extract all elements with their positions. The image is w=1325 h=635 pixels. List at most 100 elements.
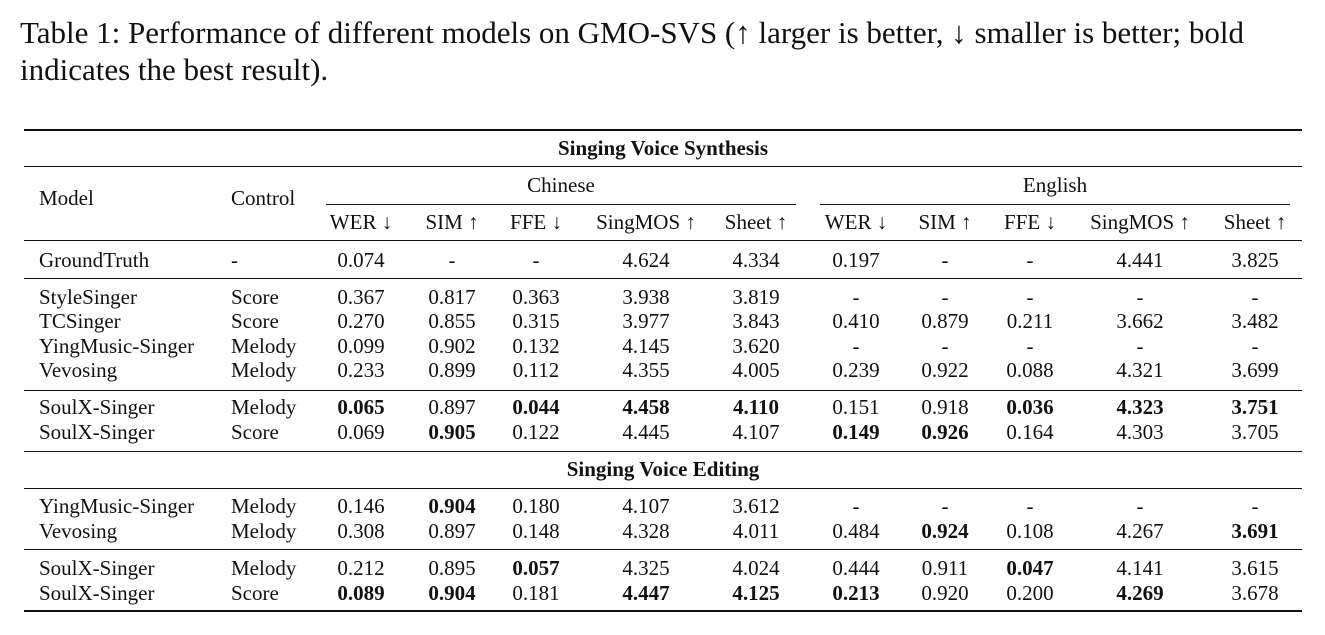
header-control: Control — [231, 186, 296, 210]
group-rule — [24, 549, 1302, 550]
row-value: 4.445 — [622, 420, 670, 444]
row-value: 0.904 — [428, 581, 476, 605]
header-metric: SingMOS ↑ — [596, 210, 696, 234]
row-value: 3.751 — [1231, 395, 1279, 419]
row-value: 0.911 — [921, 556, 969, 580]
row-control: Melody — [231, 556, 297, 580]
row-value: 0.036 — [1006, 395, 1054, 419]
row-value: 4.355 — [622, 358, 670, 382]
header-metric: FFE ↓ — [510, 210, 562, 234]
row-value: 0.879 — [921, 309, 969, 333]
row-value: 0.905 — [428, 420, 476, 444]
row-value: 0.074 — [337, 248, 385, 272]
row-value: 0.151 — [832, 395, 880, 419]
row-value: - — [852, 334, 860, 358]
row-model: TCSinger — [39, 309, 121, 333]
row-model: StyleSinger — [39, 285, 137, 309]
row-value: - — [1251, 285, 1259, 309]
row-value: 0.922 — [921, 358, 969, 382]
row-value: 4.110 — [732, 395, 780, 419]
header-metric: Sheet ↑ — [1223, 210, 1287, 234]
header-metric: SingMOS ↑ — [1090, 210, 1190, 234]
row-value: 3.662 — [1116, 309, 1164, 333]
row-value: 3.691 — [1231, 519, 1279, 543]
english-group-rule — [820, 204, 1290, 205]
row-value: 0.112 — [512, 358, 560, 382]
row-value: - — [941, 334, 949, 358]
row-value: 0.484 — [832, 519, 880, 543]
header-group-chinese: Chinese — [527, 173, 595, 197]
header-metric: WER ↓ — [824, 210, 888, 234]
header-metric: Sheet ↑ — [724, 210, 788, 234]
row-value: 0.817 — [428, 285, 476, 309]
row-model: Vevosing — [39, 358, 118, 382]
row-value: 4.011 — [732, 519, 780, 543]
row-value: 4.325 — [622, 556, 670, 580]
row-model: Vevosing — [39, 519, 118, 543]
row-value: 0.897 — [428, 395, 476, 419]
header-group-english: English — [1022, 173, 1088, 197]
row-value: - — [1026, 494, 1034, 518]
row-value: 0.897 — [428, 519, 476, 543]
row-value: 4.441 — [1116, 248, 1164, 272]
row-value: - — [532, 248, 540, 272]
row-model: YingMusic-Singer — [39, 334, 195, 358]
row-value: - — [1136, 285, 1144, 309]
row-control: Melody — [231, 494, 297, 518]
row-value: - — [1136, 334, 1144, 358]
row-value: 0.065 — [337, 395, 385, 419]
row-value: 0.099 — [337, 334, 385, 358]
row-value: 3.612 — [732, 494, 780, 518]
row-value: 4.267 — [1116, 519, 1164, 543]
row-control: Melody — [231, 334, 297, 358]
row-value: 0.363 — [512, 285, 560, 309]
row-value: 0.270 — [337, 309, 385, 333]
row-value: 0.122 — [512, 420, 560, 444]
row-value: 4.107 — [732, 420, 780, 444]
bottom-rule — [24, 610, 1302, 612]
section-rule — [24, 166, 1302, 167]
row-value: 0.926 — [921, 420, 969, 444]
section-rule — [24, 488, 1302, 489]
row-value: 4.005 — [732, 358, 780, 382]
row-value: - — [941, 494, 949, 518]
row-value: - — [1251, 494, 1259, 518]
section-title-synthesis: Singing Voice Synthesis — [557, 136, 769, 160]
row-value: 4.024 — [732, 556, 780, 580]
row-value: 3.615 — [1231, 556, 1279, 580]
row-control: Melody — [231, 519, 297, 543]
row-value: 0.895 — [428, 556, 476, 580]
row-value: 0.920 — [921, 581, 969, 605]
row-value: 0.315 — [512, 309, 560, 333]
header-metric: WER ↓ — [329, 210, 393, 234]
row-value: 3.825 — [1231, 248, 1279, 272]
row-value: 4.328 — [622, 519, 670, 543]
row-value: 0.132 — [512, 334, 560, 358]
row-value: 0.902 — [428, 334, 476, 358]
row-value: 4.458 — [622, 395, 670, 419]
row-model: SoulX-Singer — [39, 420, 155, 444]
row-value: 4.141 — [1116, 556, 1164, 580]
row-value: - — [852, 285, 860, 309]
row-value: 0.181 — [512, 581, 560, 605]
row-value: 0.148 — [512, 519, 560, 543]
row-value: 0.308 — [337, 519, 385, 543]
row-value: 0.899 — [428, 358, 476, 382]
row-value: 4.269 — [1116, 581, 1164, 605]
row-model: SoulX-Singer — [39, 581, 155, 605]
chinese-group-rule — [326, 204, 796, 205]
row-value: 3.699 — [1231, 358, 1279, 382]
row-control: Score — [231, 285, 279, 309]
row-model: SoulX-Singer — [39, 395, 155, 419]
row-value: - — [1026, 334, 1034, 358]
row-value: 4.321 — [1116, 358, 1164, 382]
row-value: 0.233 — [337, 358, 385, 382]
row-value: 0.239 — [832, 358, 880, 382]
row-value: 3.819 — [732, 285, 780, 309]
row-value: 0.108 — [1006, 519, 1054, 543]
row-value: 0.044 — [512, 395, 560, 419]
row-value: - — [941, 285, 949, 309]
row-value: 0.918 — [921, 395, 969, 419]
row-value: - — [941, 248, 949, 272]
section-rule — [24, 451, 1302, 452]
